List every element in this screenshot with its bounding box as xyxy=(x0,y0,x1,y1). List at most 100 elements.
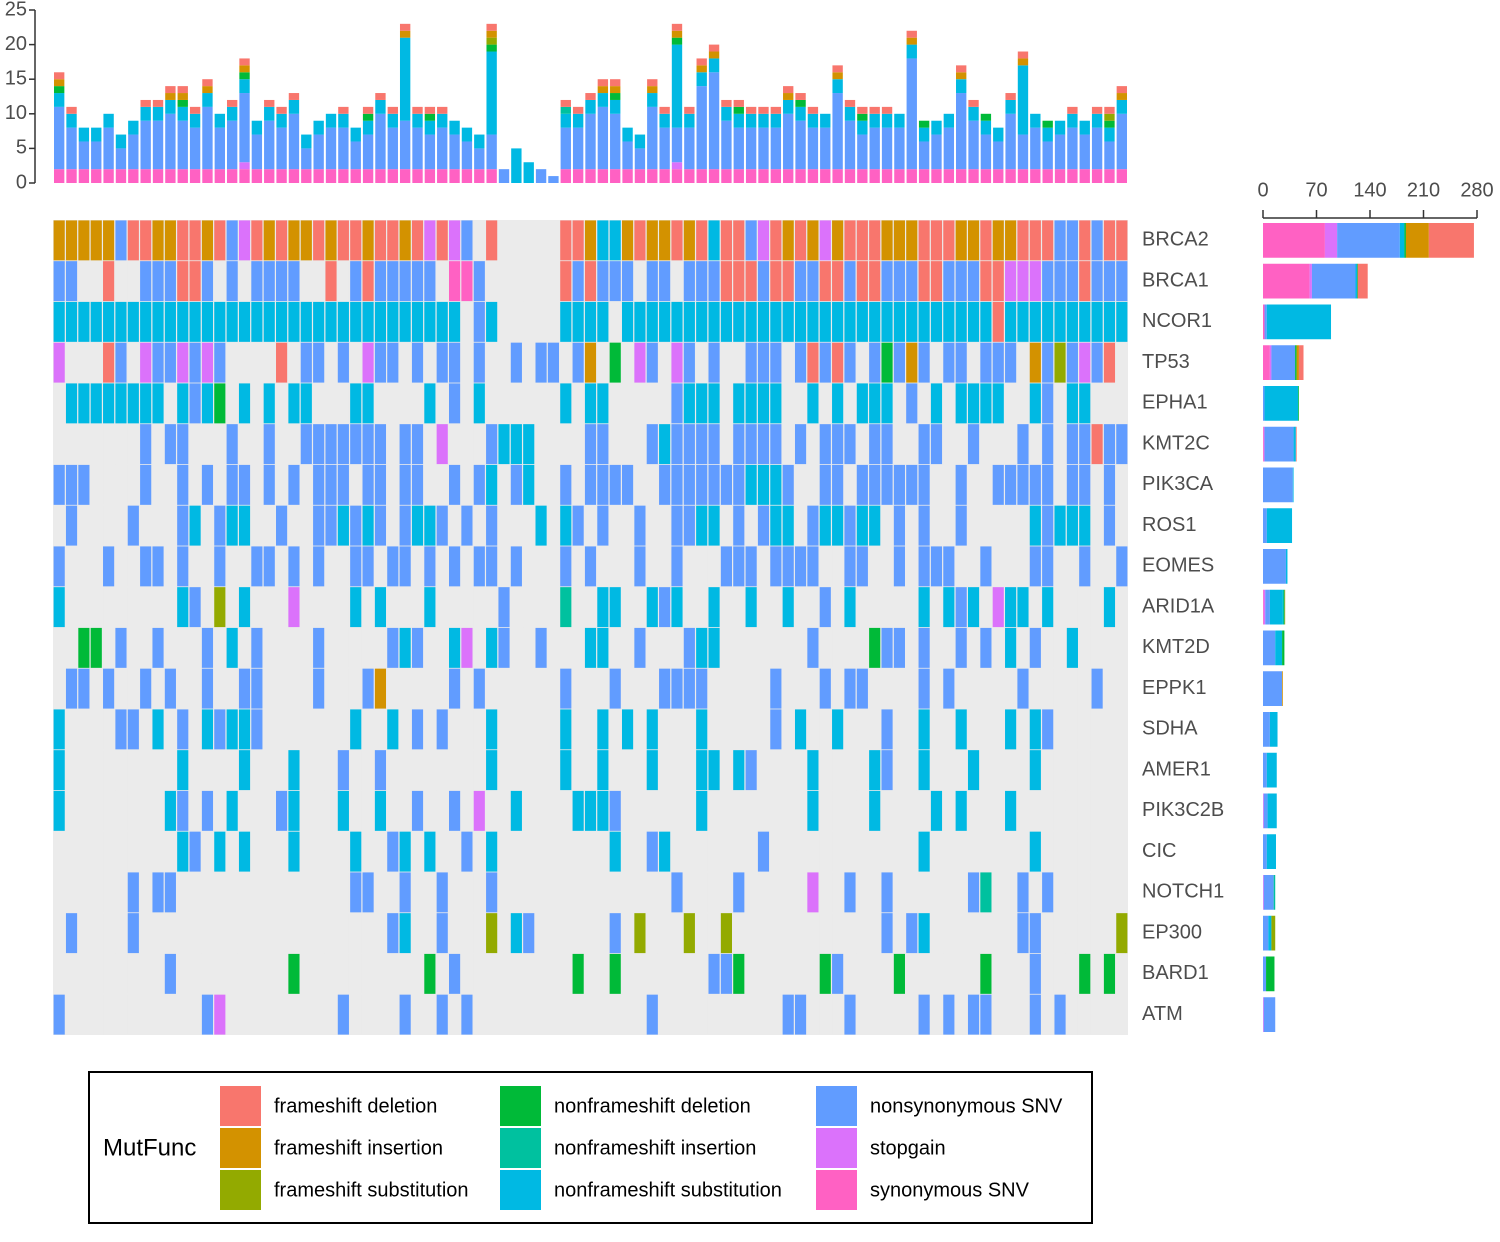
empty-cell xyxy=(1017,709,1029,750)
empty-cell xyxy=(300,831,312,872)
mutation-cell xyxy=(486,709,498,750)
sample-bar-segment xyxy=(103,113,114,128)
sample-bar-segment xyxy=(264,99,275,107)
sample-bar-segment xyxy=(1042,120,1053,128)
empty-cell xyxy=(1054,546,1066,587)
empty-cell xyxy=(671,627,683,668)
empty-cell xyxy=(794,505,807,546)
mutation-cell xyxy=(807,342,819,383)
mutation-cell xyxy=(967,872,980,913)
mutation-cell xyxy=(387,627,399,668)
gene-bar-segment xyxy=(1263,467,1293,503)
empty-cell xyxy=(930,913,943,954)
empty-cell xyxy=(411,383,424,424)
empty-cell xyxy=(770,587,782,628)
sample-bar-segment xyxy=(597,169,609,183)
mutation-cell xyxy=(127,709,139,750)
sample-bar-segment xyxy=(610,99,621,114)
empty-cell xyxy=(276,587,288,628)
empty-cell xyxy=(300,261,312,302)
empty-cell xyxy=(473,872,485,913)
empty-cell xyxy=(1116,505,1128,546)
mutation-cell xyxy=(1091,261,1103,302)
empty-cell xyxy=(547,709,560,750)
mutation-cell xyxy=(980,342,992,383)
sample-bar-segment xyxy=(783,113,794,170)
mutation-cell xyxy=(757,505,770,546)
gene-bar-segment xyxy=(1266,508,1293,543)
mutation-cell xyxy=(1029,464,1041,505)
empty-cell xyxy=(436,383,448,424)
empty-cell xyxy=(547,587,560,628)
empty-cell xyxy=(362,953,374,994)
mutation-cell xyxy=(584,383,597,424)
empty-cell xyxy=(720,424,732,465)
gene-label: BRCA2 xyxy=(1142,229,1209,251)
mutation-cell xyxy=(399,424,411,465)
legend-label: synonymous SNV xyxy=(870,1179,1030,1201)
mutation-cell xyxy=(733,546,745,587)
empty-cell xyxy=(65,831,78,872)
sample-bar-segment xyxy=(671,162,683,170)
mutation-cell xyxy=(609,913,621,954)
sample-bar-segment xyxy=(857,134,868,170)
empty-cell xyxy=(708,546,720,587)
empty-cell xyxy=(720,790,732,831)
empty-cell xyxy=(276,424,288,465)
empty-cell xyxy=(498,750,510,791)
mutation-cell xyxy=(844,261,856,302)
sample-bar-segment xyxy=(671,30,683,38)
empty-cell xyxy=(1091,383,1103,424)
empty-cell xyxy=(720,709,732,750)
sample-bar-segment xyxy=(610,93,621,100)
mutation-cell xyxy=(1017,220,1029,261)
empty-cell xyxy=(300,872,312,913)
mutation-cell xyxy=(671,220,683,261)
mutation-cell xyxy=(955,587,967,628)
gene-bar-segment xyxy=(1292,467,1294,503)
empty-cell xyxy=(152,587,164,628)
empty-cell xyxy=(461,587,473,628)
x-tick-label: 140 xyxy=(1353,179,1386,201)
empty-cell xyxy=(794,464,807,505)
empty-cell xyxy=(78,342,90,383)
x-tick-label: 70 xyxy=(1305,179,1327,201)
sample-bar-segment xyxy=(783,93,794,100)
mutation-cell xyxy=(893,505,905,546)
empty-cell xyxy=(770,627,782,668)
sample-bar-segment xyxy=(140,169,151,183)
mutation-cell xyxy=(1116,546,1128,587)
mutation-cell xyxy=(140,464,152,505)
legend-label: frameshift substitution xyxy=(274,1179,469,1201)
mutation-cell xyxy=(288,831,300,872)
empty-cell xyxy=(387,505,399,546)
sample-bar-segment xyxy=(239,79,250,94)
mutation-cell xyxy=(424,220,436,261)
mutation-cell xyxy=(696,301,708,342)
mutation-cell xyxy=(832,464,844,505)
empty-cell xyxy=(807,953,819,994)
empty-cell xyxy=(189,668,201,709)
empty-cell xyxy=(510,709,522,750)
mutation-cell xyxy=(177,383,189,424)
sample-bar-segment xyxy=(301,148,312,170)
empty-cell xyxy=(918,872,930,913)
mutation-cell xyxy=(832,709,844,750)
mutation-cell xyxy=(411,464,424,505)
mutation-cell xyxy=(671,587,683,628)
sample-bar-segment xyxy=(758,106,769,114)
empty-cell xyxy=(893,750,905,791)
sample-bar-segment xyxy=(659,127,670,170)
mutation-cell xyxy=(856,668,868,709)
mutation-cell xyxy=(238,831,251,872)
mutation-cell xyxy=(906,220,918,261)
empty-cell xyxy=(770,831,782,872)
empty-cell xyxy=(226,953,238,994)
empty-cell xyxy=(930,831,943,872)
gene-bar-segment xyxy=(1268,915,1272,951)
mutation-cell xyxy=(560,383,572,424)
empty-cell xyxy=(201,546,214,587)
mutation-cell xyxy=(708,627,720,668)
empty-cell xyxy=(906,505,918,546)
empty-cell xyxy=(560,831,572,872)
